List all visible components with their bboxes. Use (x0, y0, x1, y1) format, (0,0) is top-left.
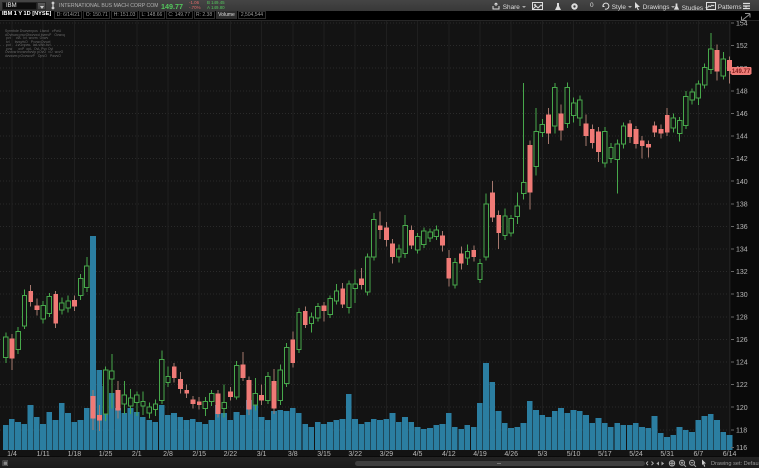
svg-text:138: 138 (736, 201, 748, 208)
svg-text:4/26: 4/26 (504, 451, 518, 458)
svg-text:3/15: 3/15 (317, 451, 331, 458)
svg-text:124: 124 (736, 360, 748, 367)
svg-text:144: 144 (736, 134, 748, 141)
svg-text:3/1: 3/1 (257, 451, 267, 458)
svg-text:3/22: 3/22 (348, 451, 362, 458)
svg-text:3/8: 3/8 (288, 451, 298, 458)
svg-text:2/1: 2/1 (132, 451, 142, 458)
svg-text:1/25: 1/25 (99, 451, 113, 458)
svg-text:6/14: 6/14 (723, 451, 737, 458)
svg-text:152: 152 (736, 43, 748, 50)
svg-text:4/12: 4/12 (442, 451, 456, 458)
svg-text:1/4: 1/4 (7, 451, 17, 458)
svg-text:126: 126 (736, 337, 748, 344)
svg-text:128: 128 (736, 314, 748, 321)
svg-text:5/3: 5/3 (538, 451, 548, 458)
svg-text:4/5: 4/5 (413, 451, 423, 458)
svg-text:5/31: 5/31 (660, 451, 674, 458)
svg-text:120: 120 (736, 405, 748, 412)
svg-text:2/22: 2/22 (224, 451, 238, 458)
svg-text:3/29: 3/29 (380, 451, 394, 458)
svg-text:5/24: 5/24 (629, 451, 643, 458)
svg-text:140: 140 (736, 179, 748, 186)
svg-text:116: 116 (736, 445, 747, 452)
svg-text:154: 154 (736, 21, 748, 28)
svg-text:132: 132 (736, 269, 748, 276)
svg-text:2/8: 2/8 (163, 451, 173, 458)
svg-text:136: 136 (736, 224, 748, 231)
svg-text:4/19: 4/19 (473, 451, 487, 458)
svg-text:5/10: 5/10 (567, 451, 581, 458)
svg-text:142: 142 (736, 156, 748, 163)
svg-text:149.77: 149.77 (732, 69, 751, 75)
svg-text:1/18: 1/18 (68, 451, 82, 458)
svg-text:134: 134 (736, 247, 748, 254)
svg-text:2/15: 2/15 (192, 451, 206, 458)
svg-text:6/7: 6/7 (694, 451, 704, 458)
svg-text:118: 118 (736, 427, 747, 434)
svg-text:148: 148 (736, 88, 748, 95)
svg-text:122: 122 (736, 382, 748, 389)
svg-text:5/17: 5/17 (598, 451, 612, 458)
svg-text:130: 130 (736, 292, 748, 299)
svg-text:1/11: 1/11 (37, 451, 50, 458)
svg-text:146: 146 (736, 111, 748, 118)
